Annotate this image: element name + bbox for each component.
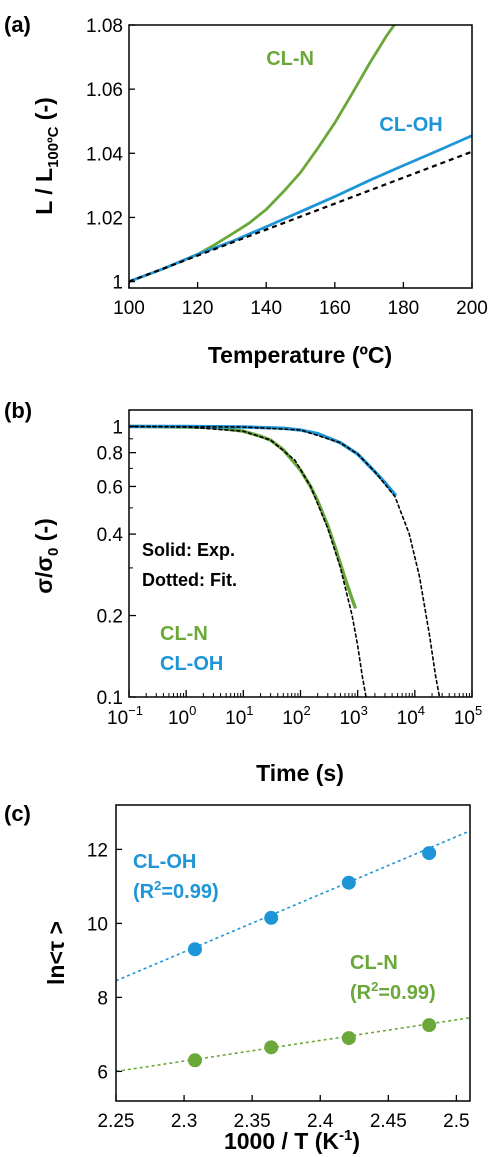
panel-a-ytick-label: 1.04 <box>86 144 123 165</box>
panel-a-annotations: CL-N CL-OH <box>266 48 443 136</box>
panel-b-label: (b) <box>4 398 32 423</box>
panel-a-frame <box>128 24 473 289</box>
panel-a-ticks: 100 120 140 160 180 200 1 1.02 1.04 1.06 1.08 <box>86 16 488 319</box>
panel-c-xtick-label: 2.4 <box>307 1111 334 1132</box>
panel-a-label: (a) <box>4 12 31 37</box>
panel-b-xtick-label: 10−1 <box>107 703 143 729</box>
panel-b-series-fit-2 <box>129 425 367 697</box>
panel-b-xtick-label: 101 <box>225 703 253 729</box>
panel-c-ylabel: ln<τ > <box>43 921 69 985</box>
panel-c-label: (c) <box>4 801 31 826</box>
panel-c-curves <box>116 830 470 1073</box>
panel-c-cl-oh-r2-sup: 2 <box>154 878 161 893</box>
panel-a-ytick-label: 1 <box>112 273 123 294</box>
panel-c-label-cl-oh-r2: (R2=0.99) <box>133 878 219 903</box>
panel-b-ytick-label: 0.1 <box>97 688 123 709</box>
panel-a-series-fit-2 <box>129 150 472 283</box>
panel-c-xtick-label: 2.35 <box>234 1111 271 1132</box>
panel-c-xlabel-main: 1000 / T (K <box>224 1128 339 1154</box>
panel-a-ytick-label: 1.06 <box>86 80 123 101</box>
panel-b-note-dotted: Dotted: Fit. <box>142 570 237 590</box>
panel-c-point-cl-n <box>422 1018 437 1033</box>
panel-c-cl-oh-r2-pre: (R <box>133 881 155 903</box>
panel-a-series-cl-oh <box>129 134 472 283</box>
panel-c-cl-n-r2-tail: =0.99) <box>378 982 435 1004</box>
panel-b: (b) 10−1 100 101 102 103 104 105 0.1 0.2 0.4 0.6 0.… <box>4 398 482 786</box>
panel-b-label-cl-oh: CL-OH <box>160 653 223 675</box>
panel-c-cl-oh-r2-tail: =0.99) <box>161 881 218 903</box>
panel-c-point-cl-n <box>341 1031 356 1046</box>
panel-b-label-cl-n: CL-N <box>160 623 208 645</box>
panel-c-xlabel: 1000 / T (K-1) <box>224 1127 360 1154</box>
panel-c-xlabel-tail: ) <box>352 1128 360 1154</box>
panel-b-ticks: 10−1 100 101 102 103 104 105 0.1 0.2 0.4 0.6 0.8 1 <box>97 417 483 729</box>
panel-c-label-cl-oh: CL-OH <box>133 851 196 873</box>
panel-b-ytick-label: 0.4 <box>97 525 124 546</box>
panel-c-xtick-label: 2.45 <box>370 1111 407 1132</box>
panel-b-xtick-label: 100 <box>168 703 196 729</box>
panel-c-fit-cl-n <box>116 1016 470 1073</box>
panel-c-point-cl-oh <box>422 846 437 861</box>
panel-a-xtick-label: 200 <box>456 298 488 319</box>
panel-c-label-cl-n-r2: (R2=0.99) <box>350 979 436 1004</box>
panel-b-ylabel: σ/σ0 (-) <box>31 518 62 594</box>
panel-a-series-cl-n <box>129 25 396 283</box>
panel-a-curves <box>129 25 472 283</box>
panel-b-ylabel-sub: 0 <box>45 548 62 556</box>
panel-c-point-cl-n <box>264 1040 279 1055</box>
panel-b-ylabel-tail: (-) <box>31 518 57 547</box>
panel-a-xtick-label: 100 <box>113 298 145 319</box>
panel-c-fit-cl-oh <box>116 830 470 982</box>
panel-b-ytick-label: 0.8 <box>97 444 123 465</box>
panel-c-frame <box>115 804 471 1102</box>
panel-c-ytick-label: 8 <box>97 988 108 1009</box>
panel-c-point-cl-oh <box>264 910 279 925</box>
panel-c-xlabel-sup: -1 <box>339 1127 352 1144</box>
panel-c-ytick-label: 12 <box>87 840 108 861</box>
panel-c-xtick-label: 2.3 <box>171 1111 197 1132</box>
panel-a-ytick-label: 1.02 <box>86 208 123 229</box>
panel-b-ytick-label: 0.6 <box>97 477 123 498</box>
panel-c-cl-n-r2-pre: (R <box>350 982 372 1004</box>
panel-a-ylabel-tail: (-) <box>31 97 57 126</box>
panel-a-ytick-label: 1.08 <box>86 16 123 37</box>
panel-c-point-cl-n <box>187 1053 202 1068</box>
panel-a-label-cl-n: CL-N <box>266 48 314 70</box>
panel-c-cl-n-r2-sup: 2 <box>371 979 378 994</box>
panel-c-ytick-label: 6 <box>97 1062 108 1083</box>
panel-b-xtick-label: 104 <box>397 703 425 729</box>
panel-c-point-cl-oh <box>341 875 356 890</box>
panel-a-xtick-label: 160 <box>319 298 351 319</box>
panel-c: (c) 2.25 2.3 2.35 2.4 2.45 2.5 6 8 10 12 CL-OH (R… <box>4 801 471 1154</box>
panel-a-xtick-label: 180 <box>388 298 420 319</box>
panel-b-xtick-label: 102 <box>282 703 310 729</box>
panel-b-ylabel-main: σ/σ <box>31 556 57 594</box>
panel-c-point-cl-oh <box>187 942 202 957</box>
panel-a-label-cl-oh: CL-OH <box>379 114 442 136</box>
panel-b-ytick-label: 0.2 <box>97 607 123 628</box>
panel-a: (a) 100 120 140 160 180 20011.021.041.061.08 … <box>4 12 488 368</box>
panel-a-ylabel-sub: 100ºC <box>45 126 62 168</box>
panel-c-label-cl-n: CL-N <box>350 952 398 974</box>
panel-b-series-fit-3 <box>129 425 441 697</box>
panel-b-xtick-label: 103 <box>339 703 367 729</box>
panel-a-xlabel: Temperature (ºC) <box>208 342 392 368</box>
panel-b-note-solid: Solid: Exp. <box>142 540 235 560</box>
panel-a-xtick-label: 140 <box>250 298 282 319</box>
panel-b-ytick-label: 1 <box>112 417 123 438</box>
panel-c-xtick-label: 2.25 <box>98 1111 135 1132</box>
panel-b-curves <box>129 424 441 697</box>
panel-b-xtick-label: 105 <box>454 703 482 729</box>
panel-a-ylabel: L / L100ºC (-) <box>31 97 62 215</box>
panel-c-ytick-label: 10 <box>87 914 108 935</box>
panel-c-ticks: 2.25 2.3 2.35 2.4 2.45 2.5 6 8 10 12 <box>87 840 470 1132</box>
panel-c-xtick-label: 2.5 <box>443 1111 469 1132</box>
panel-b-xlabel: Time (s) <box>256 760 344 786</box>
panel-a-xtick-label: 120 <box>182 298 214 319</box>
panel-a-ylabel-main: L / L <box>31 168 57 215</box>
